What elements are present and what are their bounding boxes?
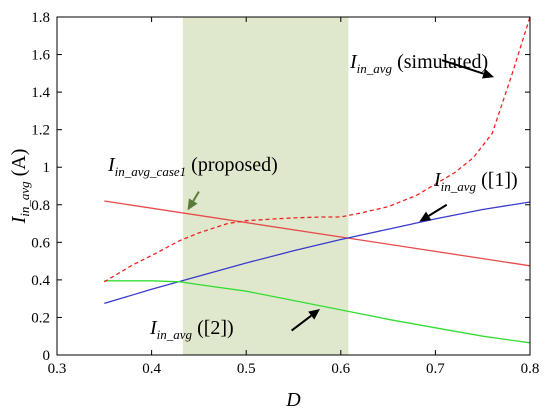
annotation-ref2-text: ([2])	[192, 317, 234, 339]
y-axis-label: Iin_avg (A)	[8, 149, 32, 225]
annotation-simulated-subscript: in_avg	[357, 61, 393, 76]
annotation-proposed-main: I	[107, 154, 116, 176]
y-tick-label: 0.8	[31, 198, 50, 214]
annotation-proposed-subscript: in_avg_case1	[115, 164, 186, 179]
annotation-simulated: Iin_avg (simulated)	[349, 51, 488, 76]
y-tick-label: 1.8	[31, 10, 50, 26]
annotation-ref1-main: I	[433, 169, 442, 191]
x-tick-label: 0.6	[331, 361, 350, 377]
y-tick-label: 0.2	[31, 310, 50, 326]
y-tick-label: 0	[43, 348, 51, 364]
arrow-proposed	[187, 191, 200, 211]
x-tick-label: 0.7	[426, 361, 445, 377]
y-tick-label: 1.6	[31, 48, 50, 64]
series-line-1	[104, 200, 531, 267]
series-line-2	[104, 201, 531, 305]
y-tick-label: 1	[43, 160, 51, 176]
annotation-ref2-main: I	[149, 317, 158, 339]
annotation-proposed: Iin_avg_case1 (proposed)	[107, 154, 278, 179]
arrow-ref1	[419, 203, 448, 222]
x-tick-label: 0.8	[521, 361, 540, 377]
y-tick-label: 1.4	[31, 85, 50, 101]
annotation-proposed-text: (proposed)	[186, 154, 278, 176]
y-axis-label-unit: (A)	[8, 149, 30, 182]
arrow-simulated	[441, 59, 495, 79]
x-tick-label: 0.4	[142, 361, 161, 377]
x-tick-label: 0.5	[237, 361, 256, 377]
series-line-4	[103, 16, 531, 283]
annotation-ref1: Iin_avg ([1])	[433, 169, 518, 194]
arrow-ref2	[291, 308, 320, 332]
y-axis-label-subscript: in_avg	[17, 181, 32, 217]
shaded-region	[182, 17, 349, 355]
annotation-simulated-main: I	[349, 51, 358, 73]
annotation-ref2-subscript: in_avg	[157, 327, 193, 342]
y-tick-label: 0.4	[31, 273, 50, 289]
y-tick-label: 0.6	[31, 235, 50, 251]
x-axis-label: D	[285, 389, 301, 411]
annotation-ref2: Iin_avg ([2])	[149, 317, 234, 342]
annotation-ref1-subscript: in_avg	[441, 179, 477, 194]
plot-area-frame	[56, 16, 531, 356]
series-line-3	[104, 280, 531, 344]
x-tick-label: 0.3	[48, 361, 67, 377]
y-axis-label-main: I	[8, 215, 30, 224]
annotation-ref1-text: ([1])	[476, 169, 518, 191]
y-tick-label: 1.2	[31, 123, 50, 139]
